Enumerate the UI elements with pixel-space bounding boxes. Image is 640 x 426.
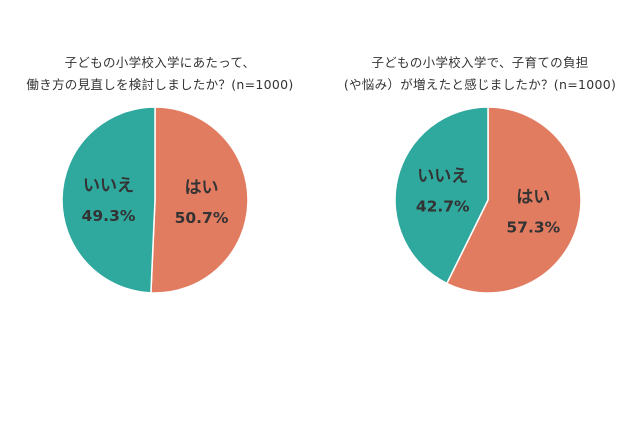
pie-svg: はい 57.3% いいえ 42.7% — [394, 106, 582, 294]
slice-value-label: 49.3% — [82, 207, 136, 225]
chart-title-line-1: 子どもの小学校入学にあたって、 — [64, 55, 256, 70]
pie-slice-yes — [150, 106, 249, 294]
slice-value-label: 42.7% — [416, 197, 470, 215]
slice-category-label: いいえ — [417, 166, 468, 186]
chart-title-line-2: (や悩み）が増えたと感じましたか？(n=1000) — [343, 77, 617, 92]
pie-slice-yes — [445, 106, 582, 294]
slice-value-label: 57.3% — [506, 219, 560, 237]
slice-category-label: はい — [516, 188, 550, 208]
chart-title-line-2: 働き方の見直しを検討しましたか？(n=1000) — [26, 77, 294, 92]
slice-category-label: いいえ — [83, 176, 134, 196]
pie-slice-no — [394, 106, 489, 285]
pie-chart-childcare-burden: 子どもの小学校入学で、子育ての負担 (や悩み）が増えたと感じましたか？(n=10… — [320, 0, 640, 426]
slice-category-label: はい — [184, 178, 218, 198]
chart-title: 子どもの小学校入学で、子育ての負担 (や悩み）が増えたと感じましたか？(n=10… — [320, 52, 640, 96]
pie-chart-workstyle-review: 子どもの小学校入学にあたって、 働き方の見直しを検討しましたか？(n=1000)… — [0, 52, 320, 294]
slice-value-label: 50.7% — [175, 209, 229, 227]
pie-svg: はい 50.7% いいえ 49.3% — [61, 106, 249, 294]
chart-title: 子どもの小学校入学にあたって、 働き方の見直しを検討しましたか？(n=1000) — [0, 52, 320, 96]
chart-title-line-1: 子どもの小学校入学で、子育ての負担 — [371, 55, 589, 70]
pie-slice-no — [61, 106, 156, 294]
